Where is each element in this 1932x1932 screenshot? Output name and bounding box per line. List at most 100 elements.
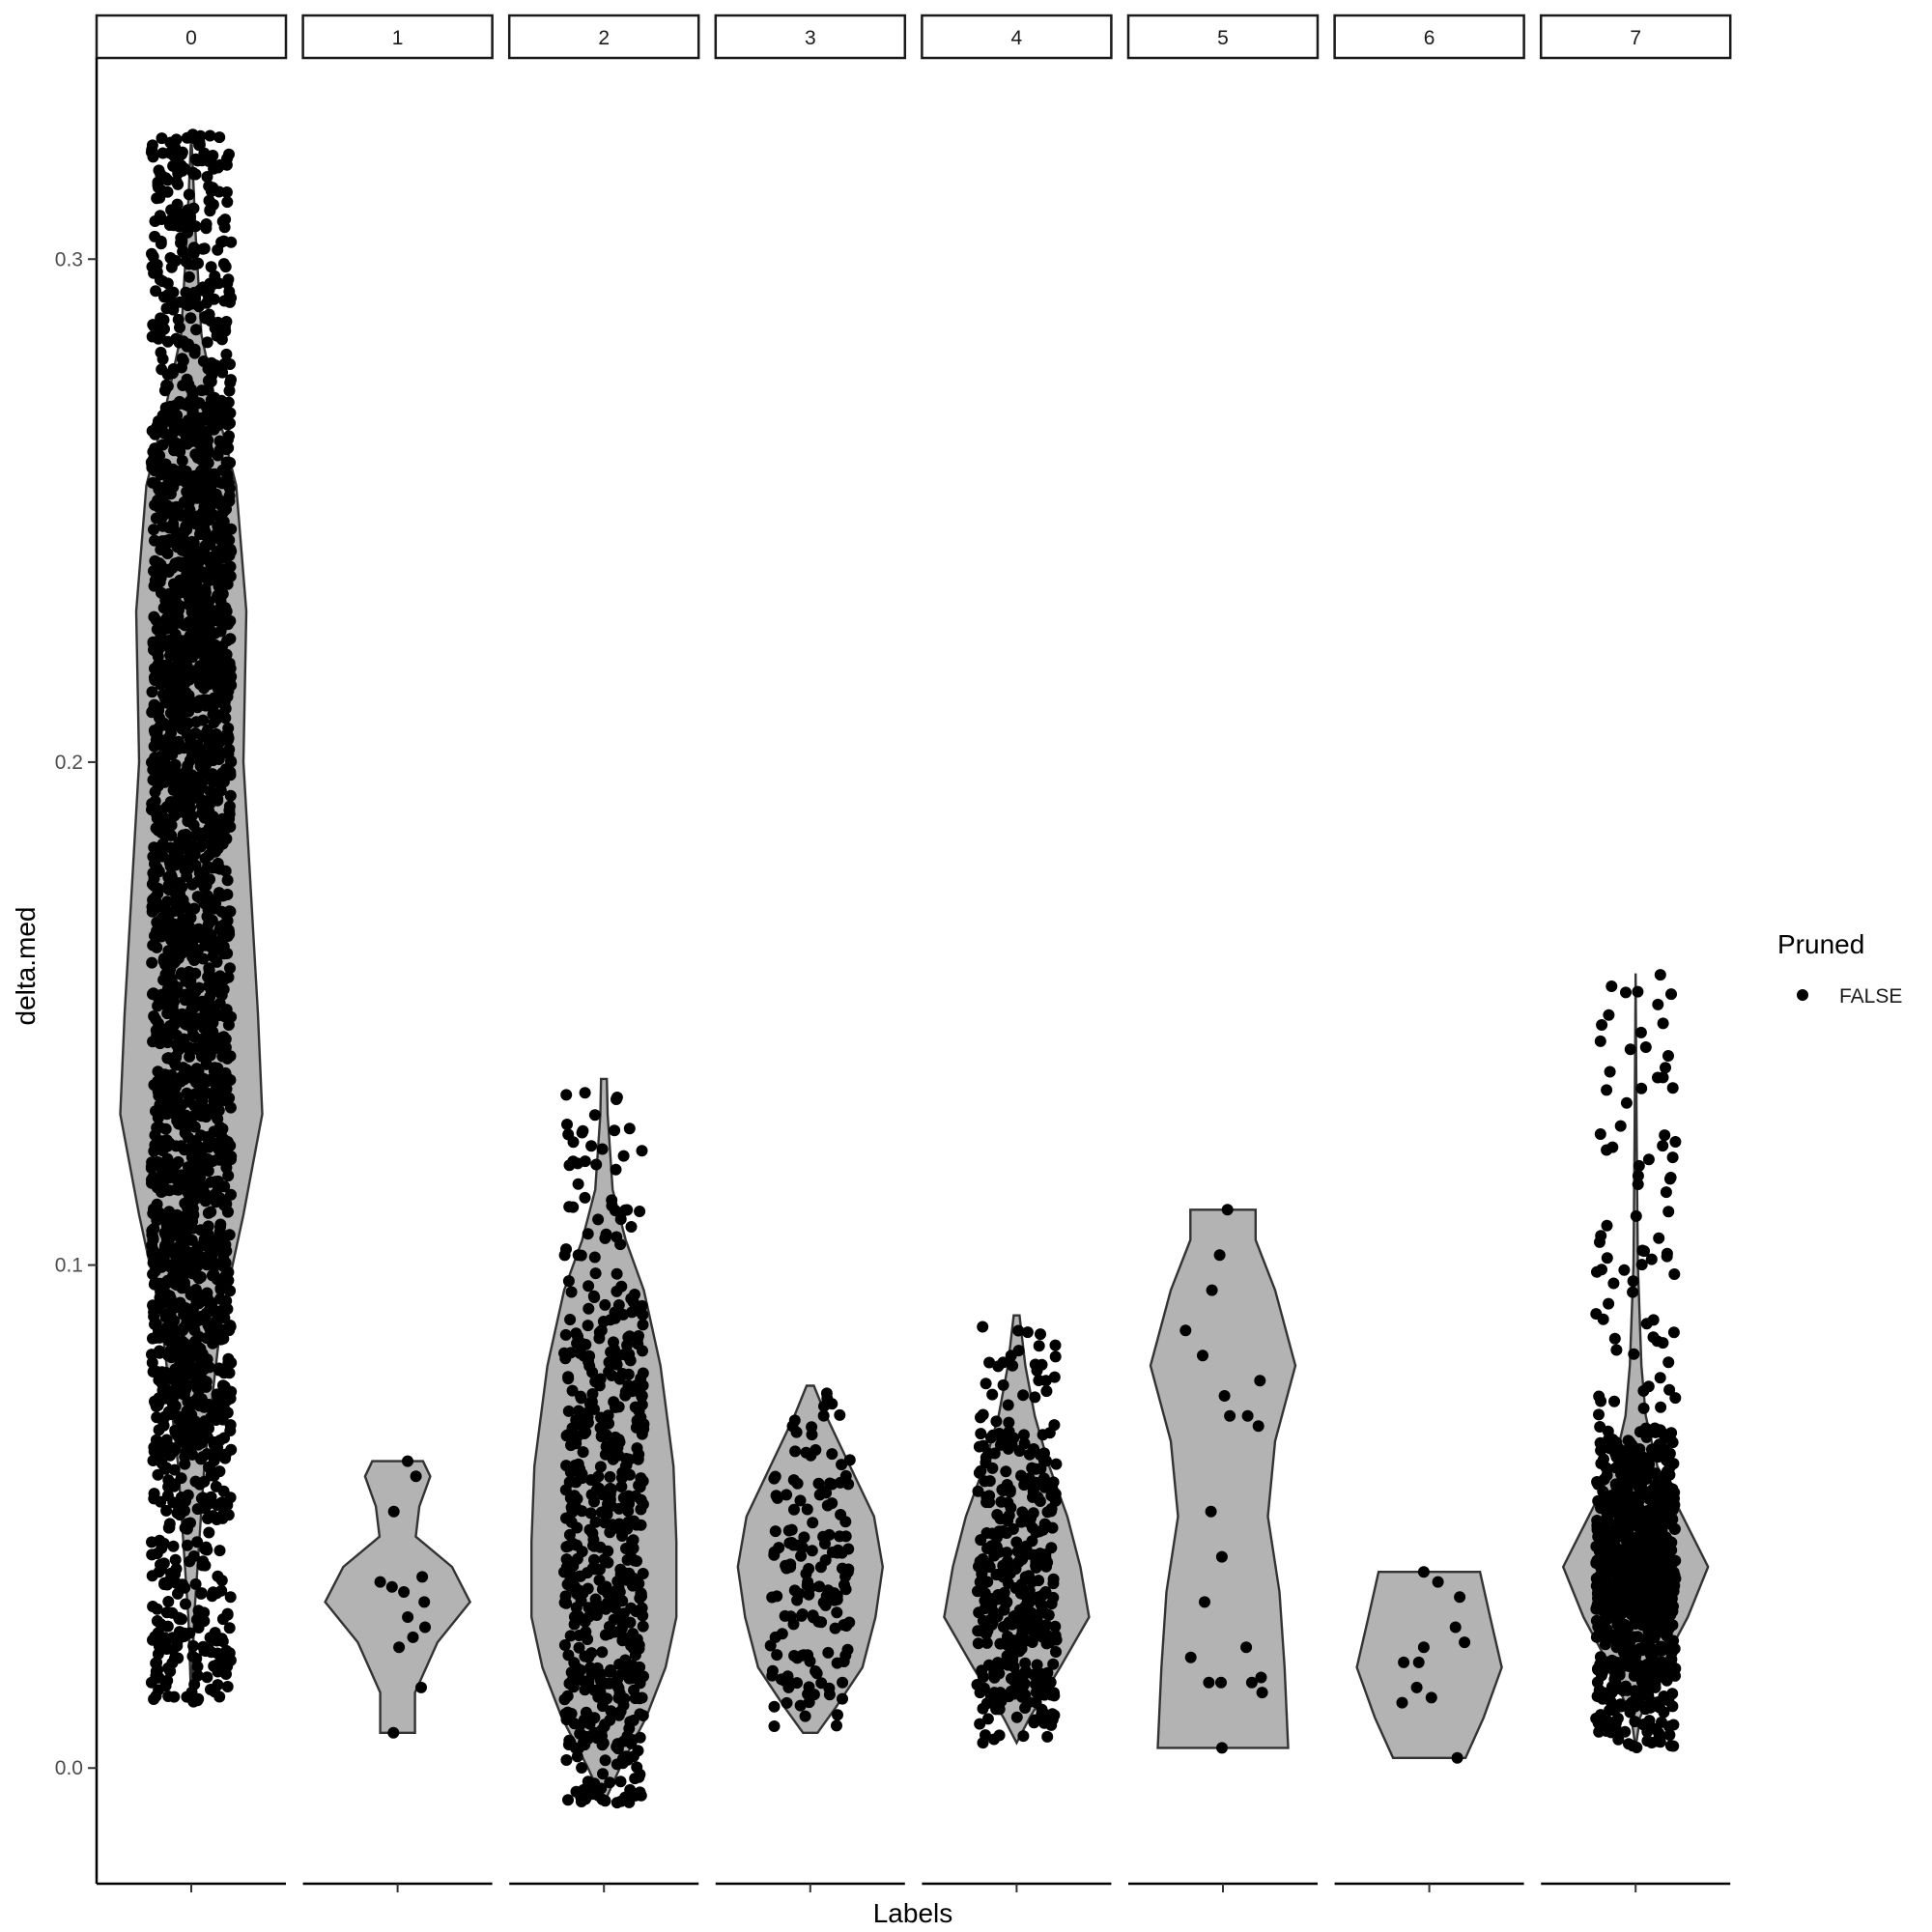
point-2 <box>574 1719 586 1732</box>
point-0 <box>190 1018 203 1030</box>
point-0 <box>206 1269 218 1282</box>
point-0 <box>171 616 184 629</box>
point-3 <box>787 1474 800 1487</box>
point-4 <box>1048 1371 1061 1383</box>
point-0 <box>149 1318 160 1330</box>
point-7 <box>1644 1572 1657 1584</box>
point-4 <box>1001 1650 1013 1662</box>
point-0 <box>213 131 226 144</box>
point-0 <box>222 293 235 305</box>
point-2 <box>560 1597 573 1609</box>
point-0 <box>163 533 176 546</box>
point-4 <box>982 1594 994 1605</box>
point-4 <box>1047 1658 1060 1670</box>
point-2 <box>577 1675 589 1688</box>
point-0 <box>203 194 215 207</box>
point-4 <box>1012 1324 1025 1337</box>
point-3 <box>823 1689 836 1701</box>
point-3 <box>770 1490 782 1502</box>
point-7 <box>1654 969 1666 981</box>
point-0 <box>207 1586 219 1599</box>
point-0 <box>199 1543 212 1555</box>
point-5 <box>1215 1550 1228 1563</box>
point-0 <box>149 785 161 798</box>
point-0 <box>155 1558 166 1571</box>
point-2 <box>612 1434 625 1446</box>
point-0 <box>164 860 177 872</box>
point-0 <box>214 595 227 608</box>
point-4 <box>1000 1465 1012 1478</box>
point-4 <box>1016 1625 1029 1636</box>
point-0 <box>169 758 182 771</box>
point-0 <box>223 1229 236 1241</box>
point-7 <box>1669 1392 1682 1405</box>
point-0 <box>148 1303 160 1316</box>
point-0 <box>158 1641 170 1654</box>
point-0 <box>153 483 165 496</box>
point-0 <box>155 168 167 181</box>
point-2 <box>585 1668 598 1681</box>
point-4 <box>1011 1546 1024 1557</box>
point-4 <box>1033 1340 1045 1352</box>
point-2 <box>588 1292 601 1303</box>
point-7 <box>1662 1590 1675 1603</box>
point-6 <box>1432 1576 1444 1588</box>
point-7 <box>1666 1513 1679 1525</box>
point-0 <box>147 867 159 879</box>
point-0 <box>163 1518 176 1530</box>
point-7 <box>1659 1556 1671 1569</box>
point-2 <box>613 1586 626 1599</box>
point-4 <box>1002 1399 1014 1411</box>
point-0 <box>196 1426 209 1438</box>
point-0 <box>146 1548 158 1561</box>
point-0 <box>215 1575 228 1587</box>
point-2 <box>623 1349 636 1360</box>
point-6 <box>1425 1691 1437 1704</box>
point-0 <box>166 1657 179 1669</box>
point-0 <box>201 1332 213 1345</box>
point-2 <box>621 1730 634 1743</box>
point-0 <box>224 1285 237 1297</box>
point-7 <box>1617 1575 1629 1586</box>
point-0 <box>221 915 234 927</box>
point-3 <box>819 1599 832 1611</box>
point-0 <box>176 1335 188 1348</box>
point-0 <box>157 718 170 730</box>
point-0 <box>219 213 232 226</box>
point-0 <box>202 1220 214 1233</box>
point-4 <box>997 1621 1009 1634</box>
point-0 <box>211 329 223 342</box>
point-0 <box>215 572 228 584</box>
point-4 <box>974 1718 986 1730</box>
facet-label-4: 4 <box>1011 27 1023 49</box>
point-2 <box>575 1570 587 1582</box>
point-0 <box>201 336 213 349</box>
point-4 <box>1017 1389 1030 1402</box>
point-3 <box>788 1584 801 1597</box>
point-6 <box>1410 1681 1423 1693</box>
point-2 <box>562 1128 575 1141</box>
point-2 <box>558 1693 571 1706</box>
point-3 <box>831 1590 843 1603</box>
point-7 <box>1632 1533 1644 1546</box>
point-0 <box>203 601 215 613</box>
point-0 <box>218 1432 231 1444</box>
point-0 <box>221 948 234 959</box>
point-7 <box>1614 1698 1627 1711</box>
point-0 <box>168 1690 181 1703</box>
point-2 <box>579 1191 591 1204</box>
point-4 <box>1009 1688 1021 1700</box>
point-2 <box>629 1773 641 1785</box>
point-5 <box>1203 1676 1215 1689</box>
point-7 <box>1596 1019 1608 1031</box>
point-4 <box>974 1687 986 1699</box>
point-2 <box>621 1574 633 1586</box>
point-5 <box>1215 1676 1227 1689</box>
point-0 <box>164 740 177 753</box>
point-3 <box>806 1545 818 1557</box>
point-0 <box>200 758 213 771</box>
point-4 <box>976 1566 988 1578</box>
point-3 <box>808 1689 820 1701</box>
point-0 <box>188 347 201 359</box>
